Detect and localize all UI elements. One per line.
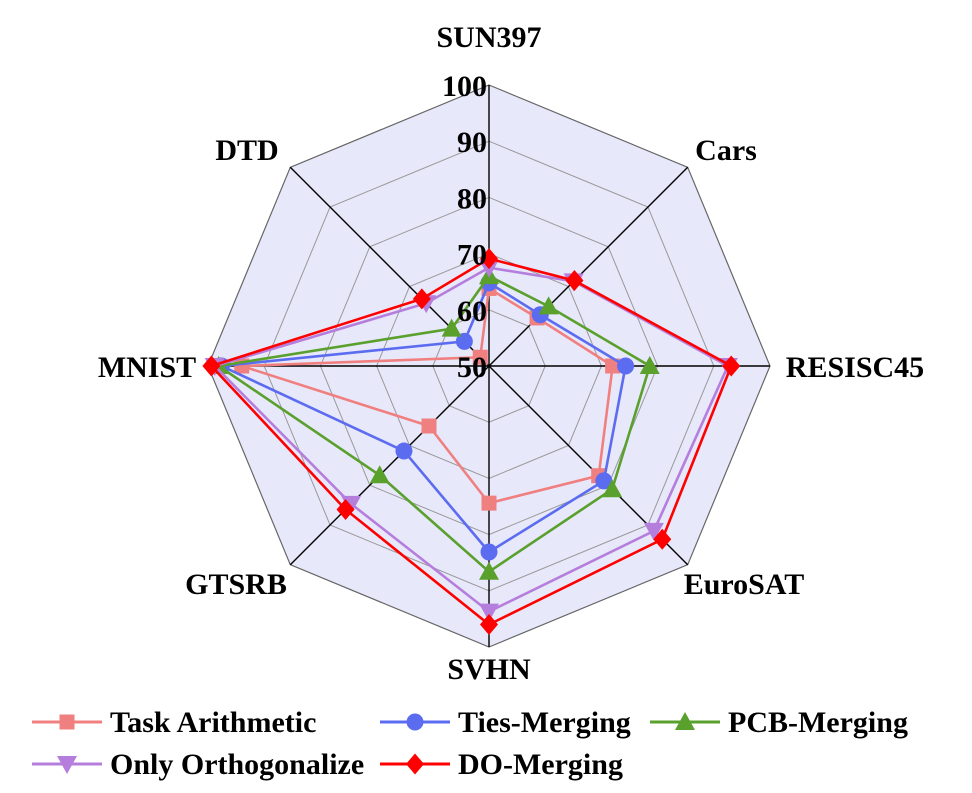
marker-diamond	[722, 355, 741, 377]
marker-circle	[595, 472, 613, 490]
marker-triangle-up	[538, 296, 559, 315]
legend-item-do-merging: DO-Merging	[380, 748, 623, 781]
marker-triangle-up	[441, 318, 462, 337]
axis-label-cars: Cars	[695, 134, 757, 167]
legend-item-task-arithmetic: Task Arithmetic	[32, 706, 316, 739]
marker-circle	[455, 332, 473, 350]
marker-triangle-down	[57, 756, 77, 774]
marker-diamond	[336, 498, 355, 520]
axis-spoke	[289, 365, 490, 566]
marker-triangle-up	[602, 479, 623, 498]
marker-triangle-down	[479, 603, 499, 622]
marker-diamond	[406, 753, 424, 775]
legend-item-pcb-merging: PCB-Merging	[650, 706, 908, 739]
marker-diamond	[480, 614, 498, 636]
legend: Task Arithmetic Ties-Merging PCB-Merging On…	[32, 706, 908, 781]
marker-square	[59, 714, 75, 730]
tick-label: 80	[457, 182, 487, 215]
marker-triangle-up	[369, 465, 390, 484]
radar-labels: SUN397 Cars RESISC45 EuroSAT SVHN GTSRB MNIST D…	[98, 21, 924, 686]
radar-series	[202, 248, 741, 636]
marker-circle	[395, 442, 413, 460]
marker-triangle-up	[639, 356, 660, 374]
marker-diamond	[565, 270, 584, 292]
axis-label-svhn: SVHN	[447, 653, 531, 686]
legend-label: Only Orthogonalize	[110, 748, 364, 781]
series-do-merging	[202, 248, 741, 636]
marker-square	[421, 418, 437, 434]
marker-circle	[406, 713, 424, 731]
axis-label-sun397: SUN397	[436, 21, 541, 54]
tick-label: 70	[457, 239, 487, 272]
marker-diamond	[412, 288, 431, 310]
marker-square	[605, 358, 621, 374]
marker-triangle-down	[643, 522, 664, 541]
axis-label-eurosat: EuroSAT	[684, 568, 805, 601]
marker-circle	[480, 543, 498, 561]
marker-square	[472, 349, 488, 365]
tick-label: 100	[442, 70, 487, 103]
legend-label: DO-Merging	[458, 748, 623, 781]
tick-label: 50	[457, 351, 487, 384]
marker-diamond	[202, 355, 221, 377]
axis-spoke	[488, 166, 689, 367]
axis-label-mnist: MNIST	[98, 351, 196, 384]
axis-label-gtsrb: GTSRB	[185, 568, 287, 601]
marker-diamond	[480, 248, 498, 270]
axis-label-dtd: DTD	[215, 134, 278, 167]
marker-triangle-up	[675, 712, 695, 730]
tick-label: 60	[457, 295, 487, 328]
legend-item-ties-merging: Ties-Merging	[380, 706, 631, 739]
axis-label-resisc45: RESISC45	[786, 351, 924, 384]
marker-triangle-up	[479, 561, 499, 580]
tick-label: 90	[457, 126, 487, 159]
marker-diamond	[653, 528, 672, 550]
legend-item-only-orthogonalize: Only Orthogonalize	[32, 748, 364, 781]
marker-square	[481, 495, 497, 511]
legend-label: PCB-Merging	[728, 706, 908, 739]
legend-label: Ties-Merging	[458, 706, 631, 739]
marker-circle	[617, 357, 635, 375]
legend-label: Task Arithmetic	[110, 706, 316, 739]
